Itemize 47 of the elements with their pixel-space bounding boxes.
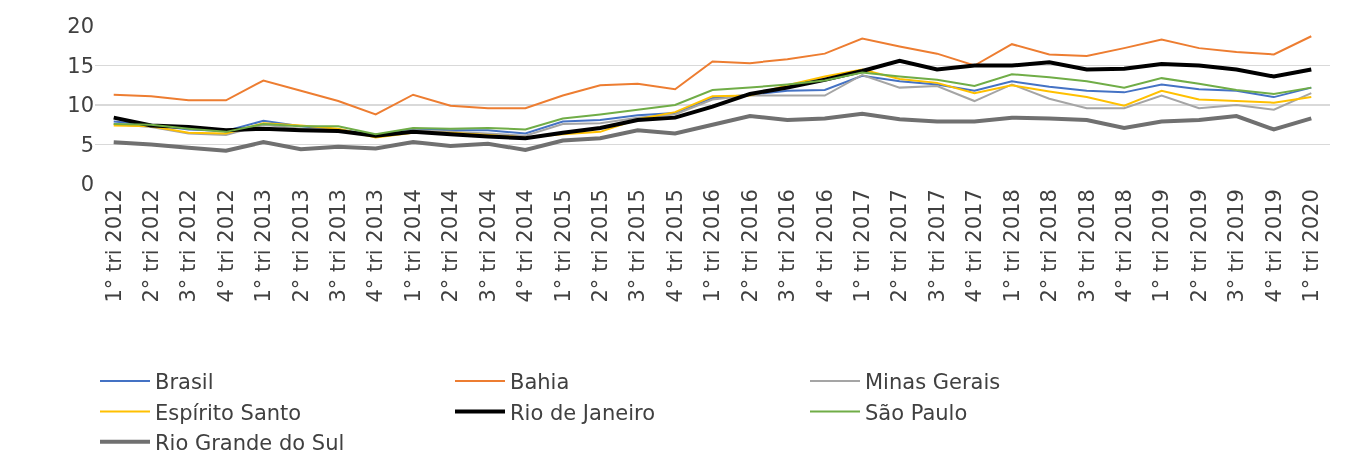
x-tick-label: 3° tri 2016 xyxy=(775,189,800,303)
x-tick-label: 2° tri 2015 xyxy=(588,189,613,303)
x-tick-label: 3° tri 2015 xyxy=(625,189,650,303)
x-tick-label: 2° tri 2014 xyxy=(438,189,463,303)
x-tick-label: 4° tri 2017 xyxy=(962,189,987,303)
x-tick-label: 1° tri 2013 xyxy=(251,189,276,303)
y-tick-label: 15 xyxy=(67,53,94,78)
x-tick-label: 3° tri 2012 xyxy=(176,189,201,303)
x-tick-label: 2° tri 2013 xyxy=(288,189,313,303)
x-tick-label: 4° tri 2014 xyxy=(513,189,538,303)
x-tick-label: 3° tri 2013 xyxy=(326,189,351,303)
legend-label: Rio Grande do Sul xyxy=(155,430,345,455)
line-series xyxy=(111,111,1314,153)
x-tick-label: 2° tri 2019 xyxy=(1186,189,1211,303)
x-tick-label: 4° tri 2016 xyxy=(812,189,837,303)
legend-label: São Paulo xyxy=(865,400,968,425)
x-tick-label: 1° tri 2016 xyxy=(700,189,725,303)
x-tick-label: 1° tri 2015 xyxy=(550,189,575,303)
x-tick-label: 4° tri 2015 xyxy=(662,189,687,303)
legend-label: Espírito Santo xyxy=(155,400,302,425)
x-tick-label: 4° tri 2013 xyxy=(363,189,388,303)
legend-label: Bahia xyxy=(510,370,570,395)
x-tick-label: 2° tri 2017 xyxy=(887,189,912,303)
y-tick-label: 20 xyxy=(67,14,94,39)
x-tick-label: 4° tri 2018 xyxy=(1111,189,1136,303)
x-tick-label: 1° tri 2014 xyxy=(400,189,425,303)
x-tick-label: 1° tri 2012 xyxy=(101,189,126,303)
x-tick-label: 4° tri 2012 xyxy=(213,189,238,303)
x-tick-label: 2° tri 2016 xyxy=(737,189,762,303)
x-tick-label: 1° tri 2020 xyxy=(1299,189,1324,303)
x-tick-label: 3° tri 2018 xyxy=(1074,189,1099,303)
legend-label: Rio de Janeiro xyxy=(510,400,656,425)
y-tick-label: 0 xyxy=(80,172,94,197)
x-tick-label: 1° tri 2017 xyxy=(850,189,875,303)
x-tick-label: 3° tri 2017 xyxy=(924,189,949,303)
x-tick-label: 2° tri 2018 xyxy=(1037,189,1062,303)
x-tick-label: 3° tri 2014 xyxy=(475,189,500,303)
legend-label: Brasil xyxy=(155,370,214,395)
legend-label: Minas Gerais xyxy=(865,370,1001,395)
x-tick-label: 4° tri 2019 xyxy=(1261,189,1286,303)
x-tick-label: 1° tri 2019 xyxy=(1149,189,1174,303)
x-tick-label: 2° tri 2012 xyxy=(138,189,163,303)
y-tick-label: 5 xyxy=(80,132,94,157)
x-tick-label: 1° tri 2018 xyxy=(999,189,1024,303)
x-tick-label: 3° tri 2019 xyxy=(1224,189,1249,303)
y-tick-label: 10 xyxy=(67,93,94,118)
line-series xyxy=(112,35,1313,116)
